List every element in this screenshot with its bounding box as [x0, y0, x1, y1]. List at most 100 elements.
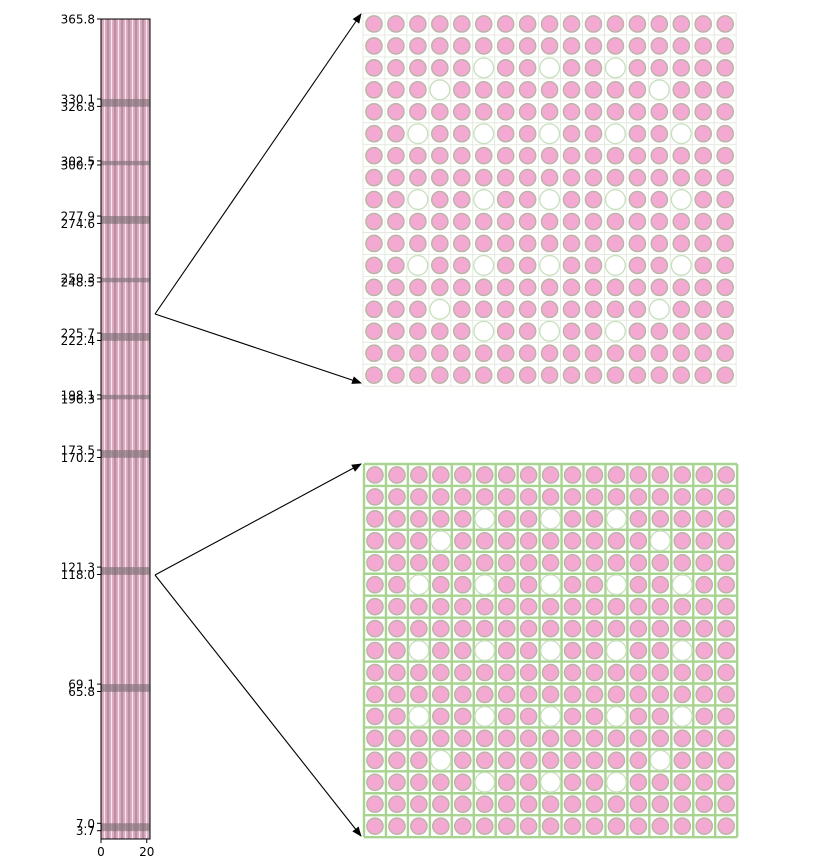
fuel-pin	[563, 532, 582, 550]
y-tick-label: 277.9	[61, 210, 95, 224]
fuel-pin	[474, 234, 493, 253]
fuel-pin	[431, 102, 449, 121]
fuel-pin	[518, 212, 537, 231]
fuel-pin	[452, 344, 471, 363]
fuel-pin	[541, 795, 560, 814]
fuel-pin	[716, 81, 734, 99]
fuel-pin	[497, 597, 516, 616]
fuel-pin	[365, 278, 383, 297]
fuel-pin	[628, 234, 647, 253]
fuel-pin	[387, 102, 405, 121]
fuel-pin	[541, 466, 560, 484]
fuel-pin	[410, 685, 428, 704]
fuel-pin	[541, 553, 560, 572]
fuel-pin	[431, 256, 449, 275]
x-axis: 0 20	[97, 839, 154, 859]
fuel-pin	[628, 81, 647, 99]
fuel-pin	[540, 168, 559, 187]
fuel-pin	[695, 619, 714, 638]
fuel-pin	[409, 366, 427, 384]
spacer-grid-band	[101, 333, 150, 341]
y-tick-label: 330.1	[61, 93, 95, 107]
fuel-pin	[562, 322, 581, 341]
fuel-pin	[388, 663, 406, 682]
fuel-pin	[563, 795, 582, 814]
fuel-pin	[584, 300, 603, 319]
fuel-pin	[694, 190, 713, 209]
fuel-pin	[453, 553, 472, 572]
fuel-pin	[453, 510, 472, 528]
fuel-pin	[585, 773, 604, 792]
fuel-pin	[716, 59, 734, 77]
fuel-pin	[540, 37, 559, 55]
fuel-pin	[673, 532, 692, 550]
fuel-pin	[629, 553, 648, 572]
fuel-pin	[453, 532, 472, 550]
fuel-pin	[409, 168, 427, 187]
fuel-pin	[716, 322, 734, 341]
guide-tube	[539, 254, 561, 276]
fuel-pin	[410, 510, 428, 528]
fuel-pin	[629, 510, 648, 528]
fuel-pin	[519, 466, 538, 484]
fuel-pin	[453, 707, 472, 726]
fuel-pin	[519, 817, 538, 835]
spacer-grid-band	[101, 394, 150, 399]
fuel-pin	[432, 553, 450, 572]
fuel-pin	[452, 124, 471, 143]
axes-frame	[100, 18, 151, 840]
guide-tube	[540, 508, 562, 530]
fuel-pin	[563, 729, 582, 748]
fuel-pin	[606, 344, 625, 363]
fuel-pin	[584, 124, 603, 143]
fuel-pin	[716, 212, 734, 231]
fuel-pin	[365, 300, 383, 319]
fuel-pin	[695, 707, 714, 726]
fuel-pin	[474, 344, 493, 363]
fuel-pin	[628, 278, 647, 297]
fuel-pin	[585, 685, 604, 704]
fuel-pin	[366, 532, 384, 550]
fuel-pin	[584, 146, 603, 165]
fuel-pin	[475, 466, 494, 484]
guide-tube	[605, 508, 627, 530]
fuel-pin	[563, 466, 582, 484]
fuel-pin	[497, 729, 516, 748]
fuel-pin	[453, 795, 472, 814]
fuel-pin	[716, 37, 734, 55]
fuel-pin	[695, 641, 714, 660]
fuel-pin	[650, 344, 669, 363]
fuel-pin	[606, 300, 625, 319]
fuel-pin	[672, 15, 691, 33]
fuel-pin	[717, 510, 735, 528]
fuel-pin	[562, 190, 581, 209]
fuel-pin	[629, 488, 648, 506]
fuel-pin	[717, 707, 735, 726]
fuel-pin	[387, 146, 405, 165]
fuel-pin	[431, 322, 449, 341]
fuel-pin	[387, 124, 405, 143]
fuel-pin	[628, 366, 647, 384]
fuel-pin	[540, 146, 559, 165]
fuel-pin	[607, 685, 626, 704]
fuel-pin	[650, 366, 669, 384]
guide-tube	[604, 189, 626, 211]
fuel-pin	[584, 15, 603, 33]
fuel-pin	[628, 322, 647, 341]
guide-tube	[539, 123, 561, 145]
fuel-pin	[673, 510, 692, 528]
fuel-pin	[452, 366, 471, 384]
fuel-pin	[409, 322, 427, 341]
fuel-pin	[628, 102, 647, 121]
fuel-pin	[452, 256, 471, 275]
guide-tube	[408, 705, 430, 727]
fuel-pin	[366, 685, 384, 704]
fuel-pin	[584, 366, 603, 384]
fuel-pin	[629, 619, 648, 638]
fuel-pin	[607, 663, 626, 682]
fuel-pin	[452, 190, 471, 209]
fuel-pin	[388, 685, 406, 704]
y-tick-label: 121.3	[61, 561, 95, 575]
fuel-pin	[541, 488, 560, 506]
